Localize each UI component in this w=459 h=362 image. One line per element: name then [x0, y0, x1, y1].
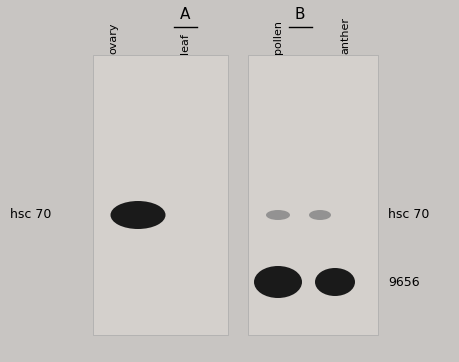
Ellipse shape [308, 210, 330, 220]
Bar [93, 55, 228, 335]
Ellipse shape [253, 266, 302, 298]
Text: leaf: leaf [179, 33, 190, 54]
Text: B: B [294, 7, 305, 22]
Text: 9656: 9656 [387, 275, 419, 289]
Ellipse shape [265, 210, 289, 220]
Ellipse shape [314, 268, 354, 296]
Text: A: A [179, 7, 190, 22]
Bar [247, 55, 377, 335]
Text: anther: anther [339, 17, 349, 54]
Text: hsc 70: hsc 70 [387, 209, 428, 222]
Ellipse shape [110, 201, 165, 229]
Text: pollen: pollen [272, 20, 282, 54]
Text: ovary: ovary [108, 22, 118, 54]
Text: hsc 70: hsc 70 [10, 209, 51, 222]
